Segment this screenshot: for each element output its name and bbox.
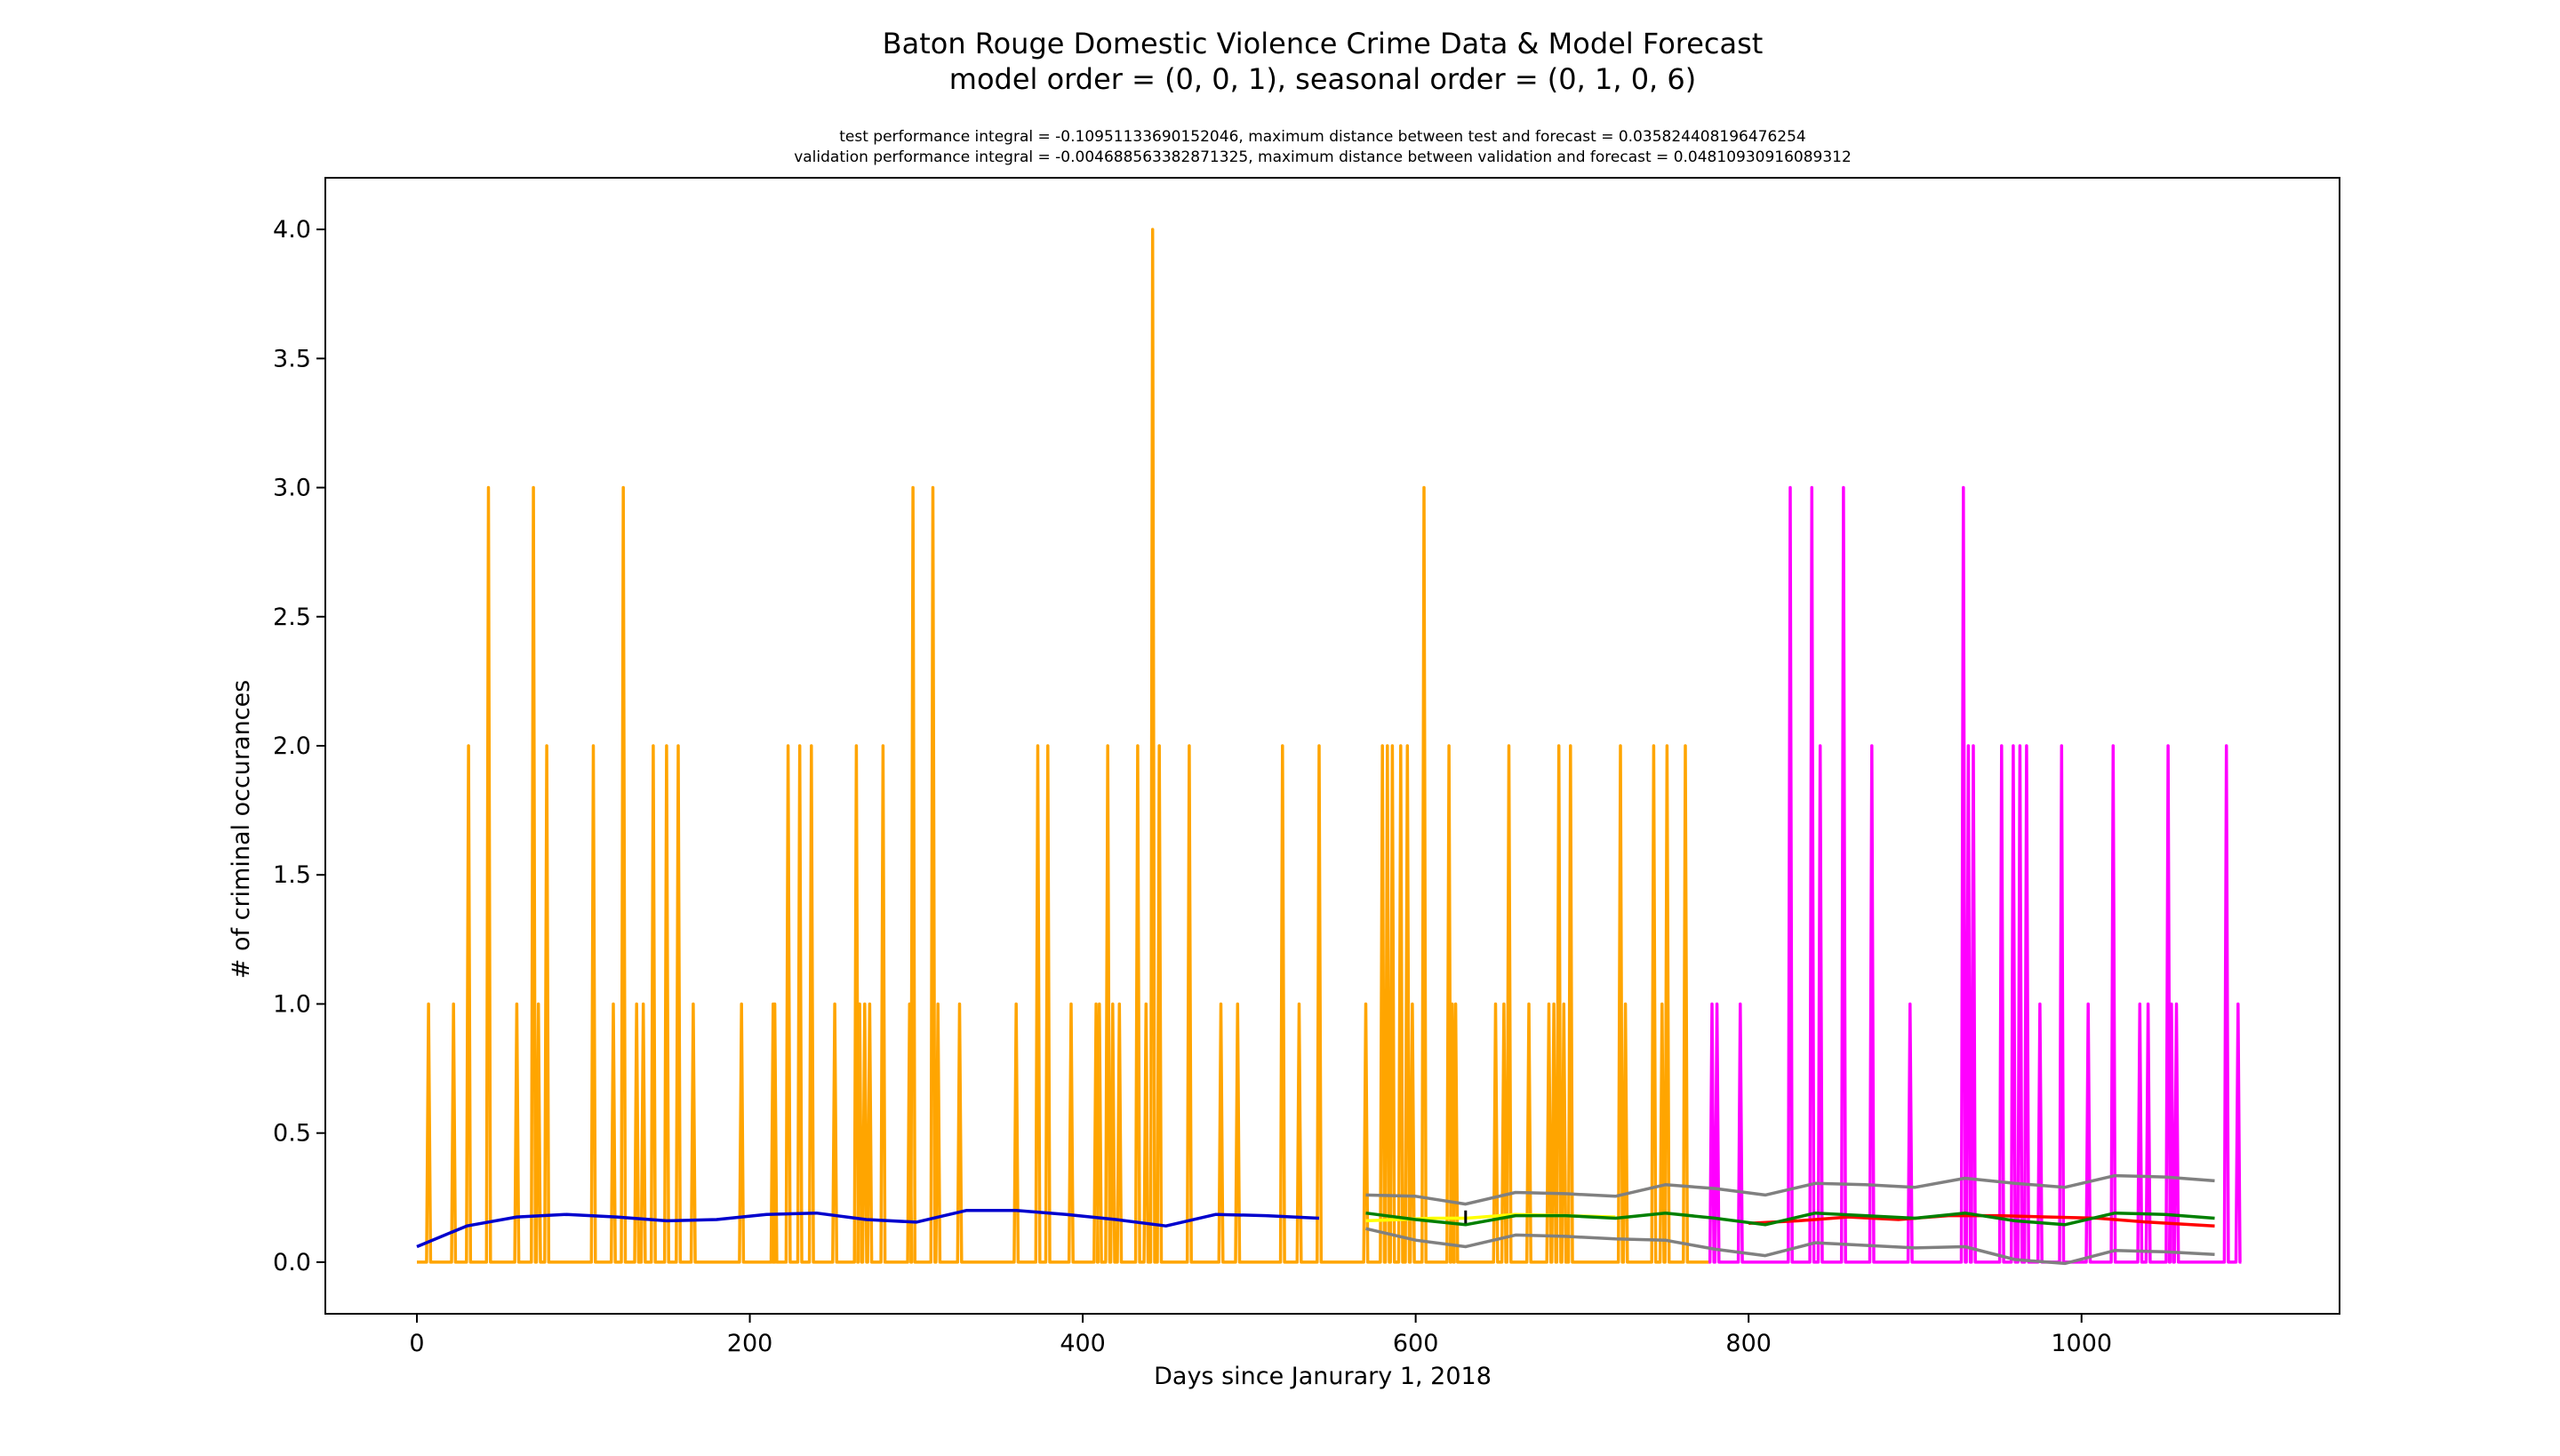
x-tick-label: 0 [409, 1330, 424, 1357]
series-line-forecast-lower [1365, 1227, 2215, 1266]
y-axis-ticks: 0.0 0.5 1.0 1.5 2.0 2.5 3.0 3.5 4.0 [273, 216, 325, 1276]
series-line-forecast-upper [1365, 1173, 2215, 1206]
axes-frame [324, 177, 2340, 1315]
y-tick-label: 2.5 [273, 604, 311, 631]
chart-subtitle-validation: validation performance integral = -0.004… [794, 148, 1852, 166]
series-line-fitted [416, 1209, 1320, 1249]
y-tick-label: 0.0 [273, 1249, 311, 1276]
x-tick-label: 200 [727, 1330, 773, 1357]
chart-title-line2: model order = (0, 0, 1), seasonal order … [949, 62, 1696, 96]
x-axis-label: Days since Janurary 1, 2018 [1154, 1363, 1492, 1390]
chart-subtitle-test: test performance integral = -0.109511336… [839, 128, 1806, 146]
series-line-observed-test [1708, 485, 2242, 1264]
x-tick-label: 600 [1393, 1330, 1439, 1357]
chart-title: Baton Rouge Domestic Violence Crime Data… [883, 27, 1764, 60]
x-tick-label: 800 [1725, 1330, 1772, 1357]
x-axis-ticks: 0 200 400 600 800 1000 [409, 1314, 2112, 1357]
y-tick-label: 3.5 [273, 345, 311, 372]
series-line-forecast [1365, 1211, 2215, 1227]
y-tick-label: 2.0 [273, 732, 311, 760]
x-tick-label: 1000 [2051, 1330, 2112, 1357]
y-tick-label: 4.0 [273, 216, 311, 244]
x-tick-label: 400 [1060, 1330, 1106, 1357]
y-axis-label: # of criminal occurances [228, 680, 255, 979]
y-tick-label: 3.0 [273, 475, 311, 502]
plot-area [416, 228, 2242, 1266]
y-tick-label: 1.5 [273, 861, 311, 889]
y-tick-label: 1.0 [273, 990, 311, 1018]
series-line-observed-train [417, 228, 1709, 1264]
y-tick-label: 0.5 [273, 1120, 311, 1148]
